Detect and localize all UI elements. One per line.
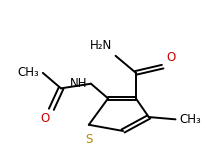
Text: NH: NH bbox=[70, 77, 88, 90]
Text: S: S bbox=[85, 133, 92, 146]
Text: CH₃: CH₃ bbox=[179, 113, 201, 126]
Text: CH₃: CH₃ bbox=[17, 66, 39, 79]
Text: O: O bbox=[166, 51, 176, 64]
Text: H₂N: H₂N bbox=[90, 39, 112, 52]
Text: O: O bbox=[40, 112, 49, 125]
